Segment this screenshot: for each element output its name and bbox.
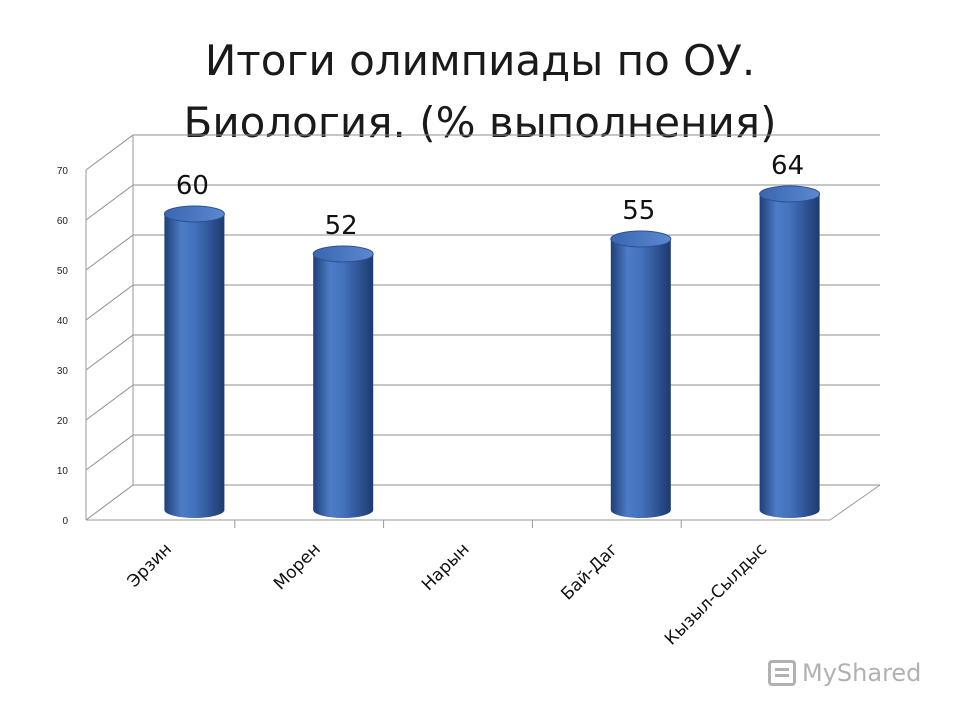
data-label: 52 — [325, 211, 358, 241]
chart-title-line-1: Итоги олимпиады по ОУ. — [204, 36, 756, 85]
data-label: 60 — [176, 171, 209, 201]
bar-cap — [759, 185, 821, 203]
bars — [163, 185, 821, 518]
y-tick-labels: 0 10 20 30 40 50 60 70 — [57, 166, 69, 527]
side-gridline — [85, 134, 134, 171]
slideshow-icon — [768, 660, 796, 686]
y-tick-label: 30 — [57, 366, 69, 377]
floor-edge — [829, 484, 881, 521]
side-gridline — [85, 384, 134, 421]
side-gridline — [85, 334, 134, 371]
bar-cap — [312, 245, 374, 263]
y-tick-label: 10 — [57, 466, 69, 477]
x-tick-label: Бай-Даг — [557, 539, 622, 604]
x-tick-labels: Эрзин Морен Нарын Бай-Даг Кызыл-Сылдыс — [124, 539, 771, 649]
data-labels: 60 52 55 64 — [176, 151, 804, 241]
y-tick-label: 40 — [57, 316, 69, 327]
data-label: 64 — [771, 151, 804, 181]
y-tick-label: 60 — [57, 216, 69, 227]
chart-title-line-2: Биология. (% выполнения) — [183, 98, 777, 147]
bar-cap — [163, 205, 225, 223]
side-gridline — [85, 434, 134, 471]
y-tick-label: 0 — [62, 516, 68, 527]
y-tick-label: 50 — [57, 266, 69, 277]
y-tick-label: 70 — [57, 166, 69, 177]
side-gridline — [85, 184, 134, 221]
gridlines — [85, 134, 880, 521]
side-gridline — [85, 234, 134, 271]
bar — [610, 239, 671, 518]
x-tick-label: Нарын — [418, 539, 474, 595]
side-gridline — [85, 484, 134, 521]
side-gridline — [85, 284, 134, 321]
x-tick-label: Эрзин — [124, 539, 176, 591]
data-label: 55 — [622, 196, 655, 226]
chart-title: Итоги олимпиады по ОУ. Биология. (% выпо… — [0, 30, 960, 154]
bar — [759, 194, 820, 518]
bar-cap — [610, 230, 672, 248]
x-tick-label: Морен — [270, 539, 325, 594]
bar — [164, 214, 225, 518]
y-tick-label: 20 — [57, 416, 69, 427]
x-tick-label: Кызыл-Сылдыс — [661, 539, 771, 649]
watermark: MyShared — [768, 656, 921, 690]
axes — [85, 135, 881, 528]
bar — [313, 254, 374, 518]
watermark-text: MyShared — [802, 659, 922, 687]
